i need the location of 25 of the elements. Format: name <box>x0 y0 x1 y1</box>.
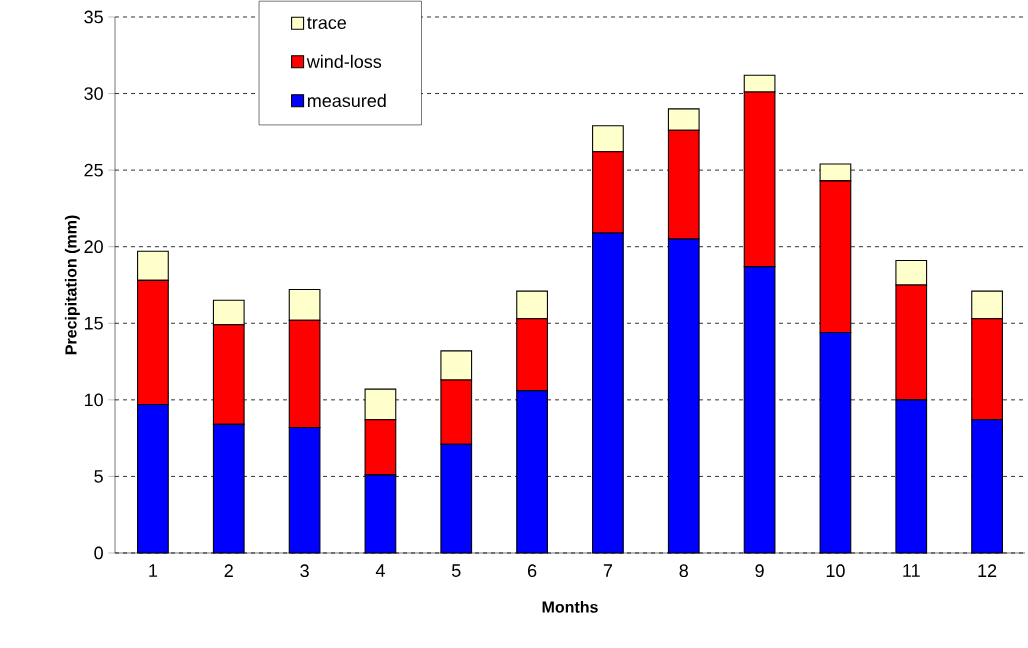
y-tick-label: 35 <box>84 10 103 24</box>
x-tick-label: 11 <box>903 564 920 577</box>
x-tick-label: 6 <box>528 564 537 578</box>
y-tick-label: 10 <box>84 393 103 407</box>
y-tick-label: 5 <box>94 470 103 483</box>
y-tick-label: 30 <box>84 87 103 100</box>
x-tick-label: 2 <box>224 564 233 577</box>
y-tick-label: 15 <box>84 317 103 330</box>
x-tick-label: 5 <box>451 564 461 577</box>
legend-label: measured <box>307 93 386 108</box>
y-tick-label: 0 <box>94 546 103 560</box>
x-tick-label: 7 <box>603 564 613 577</box>
x-tick-label: 8 <box>679 564 688 578</box>
x-tick-label: 10 <box>826 564 845 578</box>
legend-label: wind-loss <box>306 54 382 69</box>
x-tick-label: 3 <box>300 564 309 578</box>
y-tick-label: 20 <box>84 240 103 254</box>
legend-label: trace <box>307 17 347 29</box>
x-tick-label: 12 <box>978 564 997 577</box>
x-tick-label: 1 <box>149 564 158 577</box>
x-axis-title: Months <box>542 600 598 613</box>
y-tick-label: 25 <box>84 163 103 177</box>
y-axis-title: Precipitation (mm) <box>64 215 80 355</box>
x-tick-label: 4 <box>375 564 385 577</box>
x-tick-label: 9 <box>755 564 764 578</box>
